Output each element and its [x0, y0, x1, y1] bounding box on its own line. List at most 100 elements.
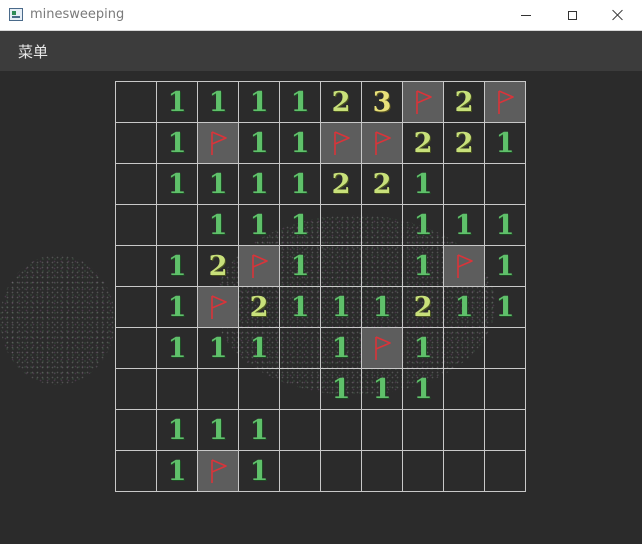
flagged-cell[interactable]: [198, 123, 239, 164]
empty-cell[interactable]: [116, 369, 157, 410]
flagged-cell[interactable]: [198, 451, 239, 492]
number-cell[interactable]: 1: [157, 164, 198, 205]
number-cell[interactable]: 1: [157, 410, 198, 451]
empty-cell[interactable]: [485, 369, 526, 410]
empty-cell[interactable]: [116, 287, 157, 328]
empty-cell[interactable]: [116, 123, 157, 164]
number-cell[interactable]: 1: [403, 205, 444, 246]
number-cell[interactable]: 1: [157, 123, 198, 164]
empty-cell[interactable]: [444, 369, 485, 410]
maximize-button[interactable]: [549, 0, 595, 30]
number-cell[interactable]: 1: [280, 246, 321, 287]
empty-cell[interactable]: [444, 410, 485, 451]
flagged-cell[interactable]: [362, 123, 403, 164]
number-cell[interactable]: 3: [362, 82, 403, 123]
empty-cell[interactable]: [485, 451, 526, 492]
empty-cell[interactable]: [157, 369, 198, 410]
number-cell[interactable]: 1: [321, 287, 362, 328]
number-cell[interactable]: 2: [362, 164, 403, 205]
number-cell[interactable]: 2: [198, 246, 239, 287]
number-cell[interactable]: 1: [239, 205, 280, 246]
number-cell[interactable]: 1: [321, 369, 362, 410]
empty-cell[interactable]: [444, 328, 485, 369]
empty-cell[interactable]: [485, 164, 526, 205]
number-cell[interactable]: 1: [403, 328, 444, 369]
empty-cell[interactable]: [116, 246, 157, 287]
number-cell[interactable]: 1: [239, 451, 280, 492]
number-cell[interactable]: 1: [444, 205, 485, 246]
minimize-button[interactable]: [503, 0, 549, 30]
empty-cell[interactable]: [116, 164, 157, 205]
number-cell[interactable]: 1: [485, 123, 526, 164]
number-cell[interactable]: 2: [403, 123, 444, 164]
number-cell[interactable]: 2: [444, 82, 485, 123]
empty-cell[interactable]: [116, 205, 157, 246]
number-cell[interactable]: 2: [403, 287, 444, 328]
empty-cell[interactable]: [362, 451, 403, 492]
empty-cell[interactable]: [116, 451, 157, 492]
empty-cell[interactable]: [280, 451, 321, 492]
empty-cell[interactable]: [485, 410, 526, 451]
number-cell[interactable]: 1: [157, 451, 198, 492]
number-cell[interactable]: 1: [280, 205, 321, 246]
number-cell[interactable]: 1: [362, 369, 403, 410]
empty-cell[interactable]: [280, 369, 321, 410]
empty-cell[interactable]: [157, 205, 198, 246]
number-cell[interactable]: 2: [321, 164, 362, 205]
number-cell[interactable]: 1: [239, 123, 280, 164]
empty-cell[interactable]: [321, 246, 362, 287]
number-cell[interactable]: 1: [485, 246, 526, 287]
close-button[interactable]: [595, 0, 641, 30]
flagged-cell[interactable]: [362, 328, 403, 369]
flagged-cell[interactable]: [198, 287, 239, 328]
empty-cell[interactable]: [403, 410, 444, 451]
number-cell[interactable]: 2: [321, 82, 362, 123]
empty-cell[interactable]: [239, 369, 280, 410]
number-cell[interactable]: 1: [403, 164, 444, 205]
empty-cell[interactable]: [321, 205, 362, 246]
number-cell[interactable]: 1: [198, 164, 239, 205]
number-cell[interactable]: 1: [485, 205, 526, 246]
menu-item[interactable]: 菜单: [18, 43, 49, 61]
empty-cell[interactable]: [280, 328, 321, 369]
number-cell[interactable]: 2: [239, 287, 280, 328]
flagged-cell[interactable]: [403, 82, 444, 123]
number-cell[interactable]: 1: [403, 369, 444, 410]
number-cell[interactable]: 1: [362, 287, 403, 328]
empty-cell[interactable]: [444, 164, 485, 205]
empty-cell[interactable]: [198, 369, 239, 410]
empty-cell[interactable]: [362, 205, 403, 246]
number-cell[interactable]: 1: [321, 328, 362, 369]
number-cell[interactable]: 1: [157, 287, 198, 328]
number-cell[interactable]: 1: [198, 410, 239, 451]
empty-cell[interactable]: [362, 410, 403, 451]
flagged-cell[interactable]: [321, 123, 362, 164]
empty-cell[interactable]: [116, 82, 157, 123]
flagged-cell[interactable]: [444, 246, 485, 287]
number-cell[interactable]: 1: [280, 287, 321, 328]
number-cell[interactable]: 1: [403, 246, 444, 287]
empty-cell[interactable]: [116, 328, 157, 369]
number-cell[interactable]: 1: [280, 164, 321, 205]
number-cell[interactable]: 1: [198, 205, 239, 246]
empty-cell[interactable]: [280, 410, 321, 451]
number-cell[interactable]: 1: [198, 82, 239, 123]
number-cell[interactable]: 1: [157, 246, 198, 287]
flagged-cell[interactable]: [239, 246, 280, 287]
number-cell[interactable]: 1: [444, 287, 485, 328]
number-cell[interactable]: 1: [485, 287, 526, 328]
number-cell[interactable]: 1: [198, 328, 239, 369]
empty-cell[interactable]: [362, 246, 403, 287]
empty-cell[interactable]: [321, 410, 362, 451]
number-cell[interactable]: 1: [280, 82, 321, 123]
empty-cell[interactable]: [403, 451, 444, 492]
number-cell[interactable]: 1: [239, 328, 280, 369]
number-cell[interactable]: 1: [239, 164, 280, 205]
number-cell[interactable]: 1: [239, 410, 280, 451]
number-cell[interactable]: 2: [444, 123, 485, 164]
empty-cell[interactable]: [321, 451, 362, 492]
empty-cell[interactable]: [116, 410, 157, 451]
number-cell[interactable]: 1: [157, 328, 198, 369]
number-cell[interactable]: 1: [239, 82, 280, 123]
number-cell[interactable]: 1: [280, 123, 321, 164]
